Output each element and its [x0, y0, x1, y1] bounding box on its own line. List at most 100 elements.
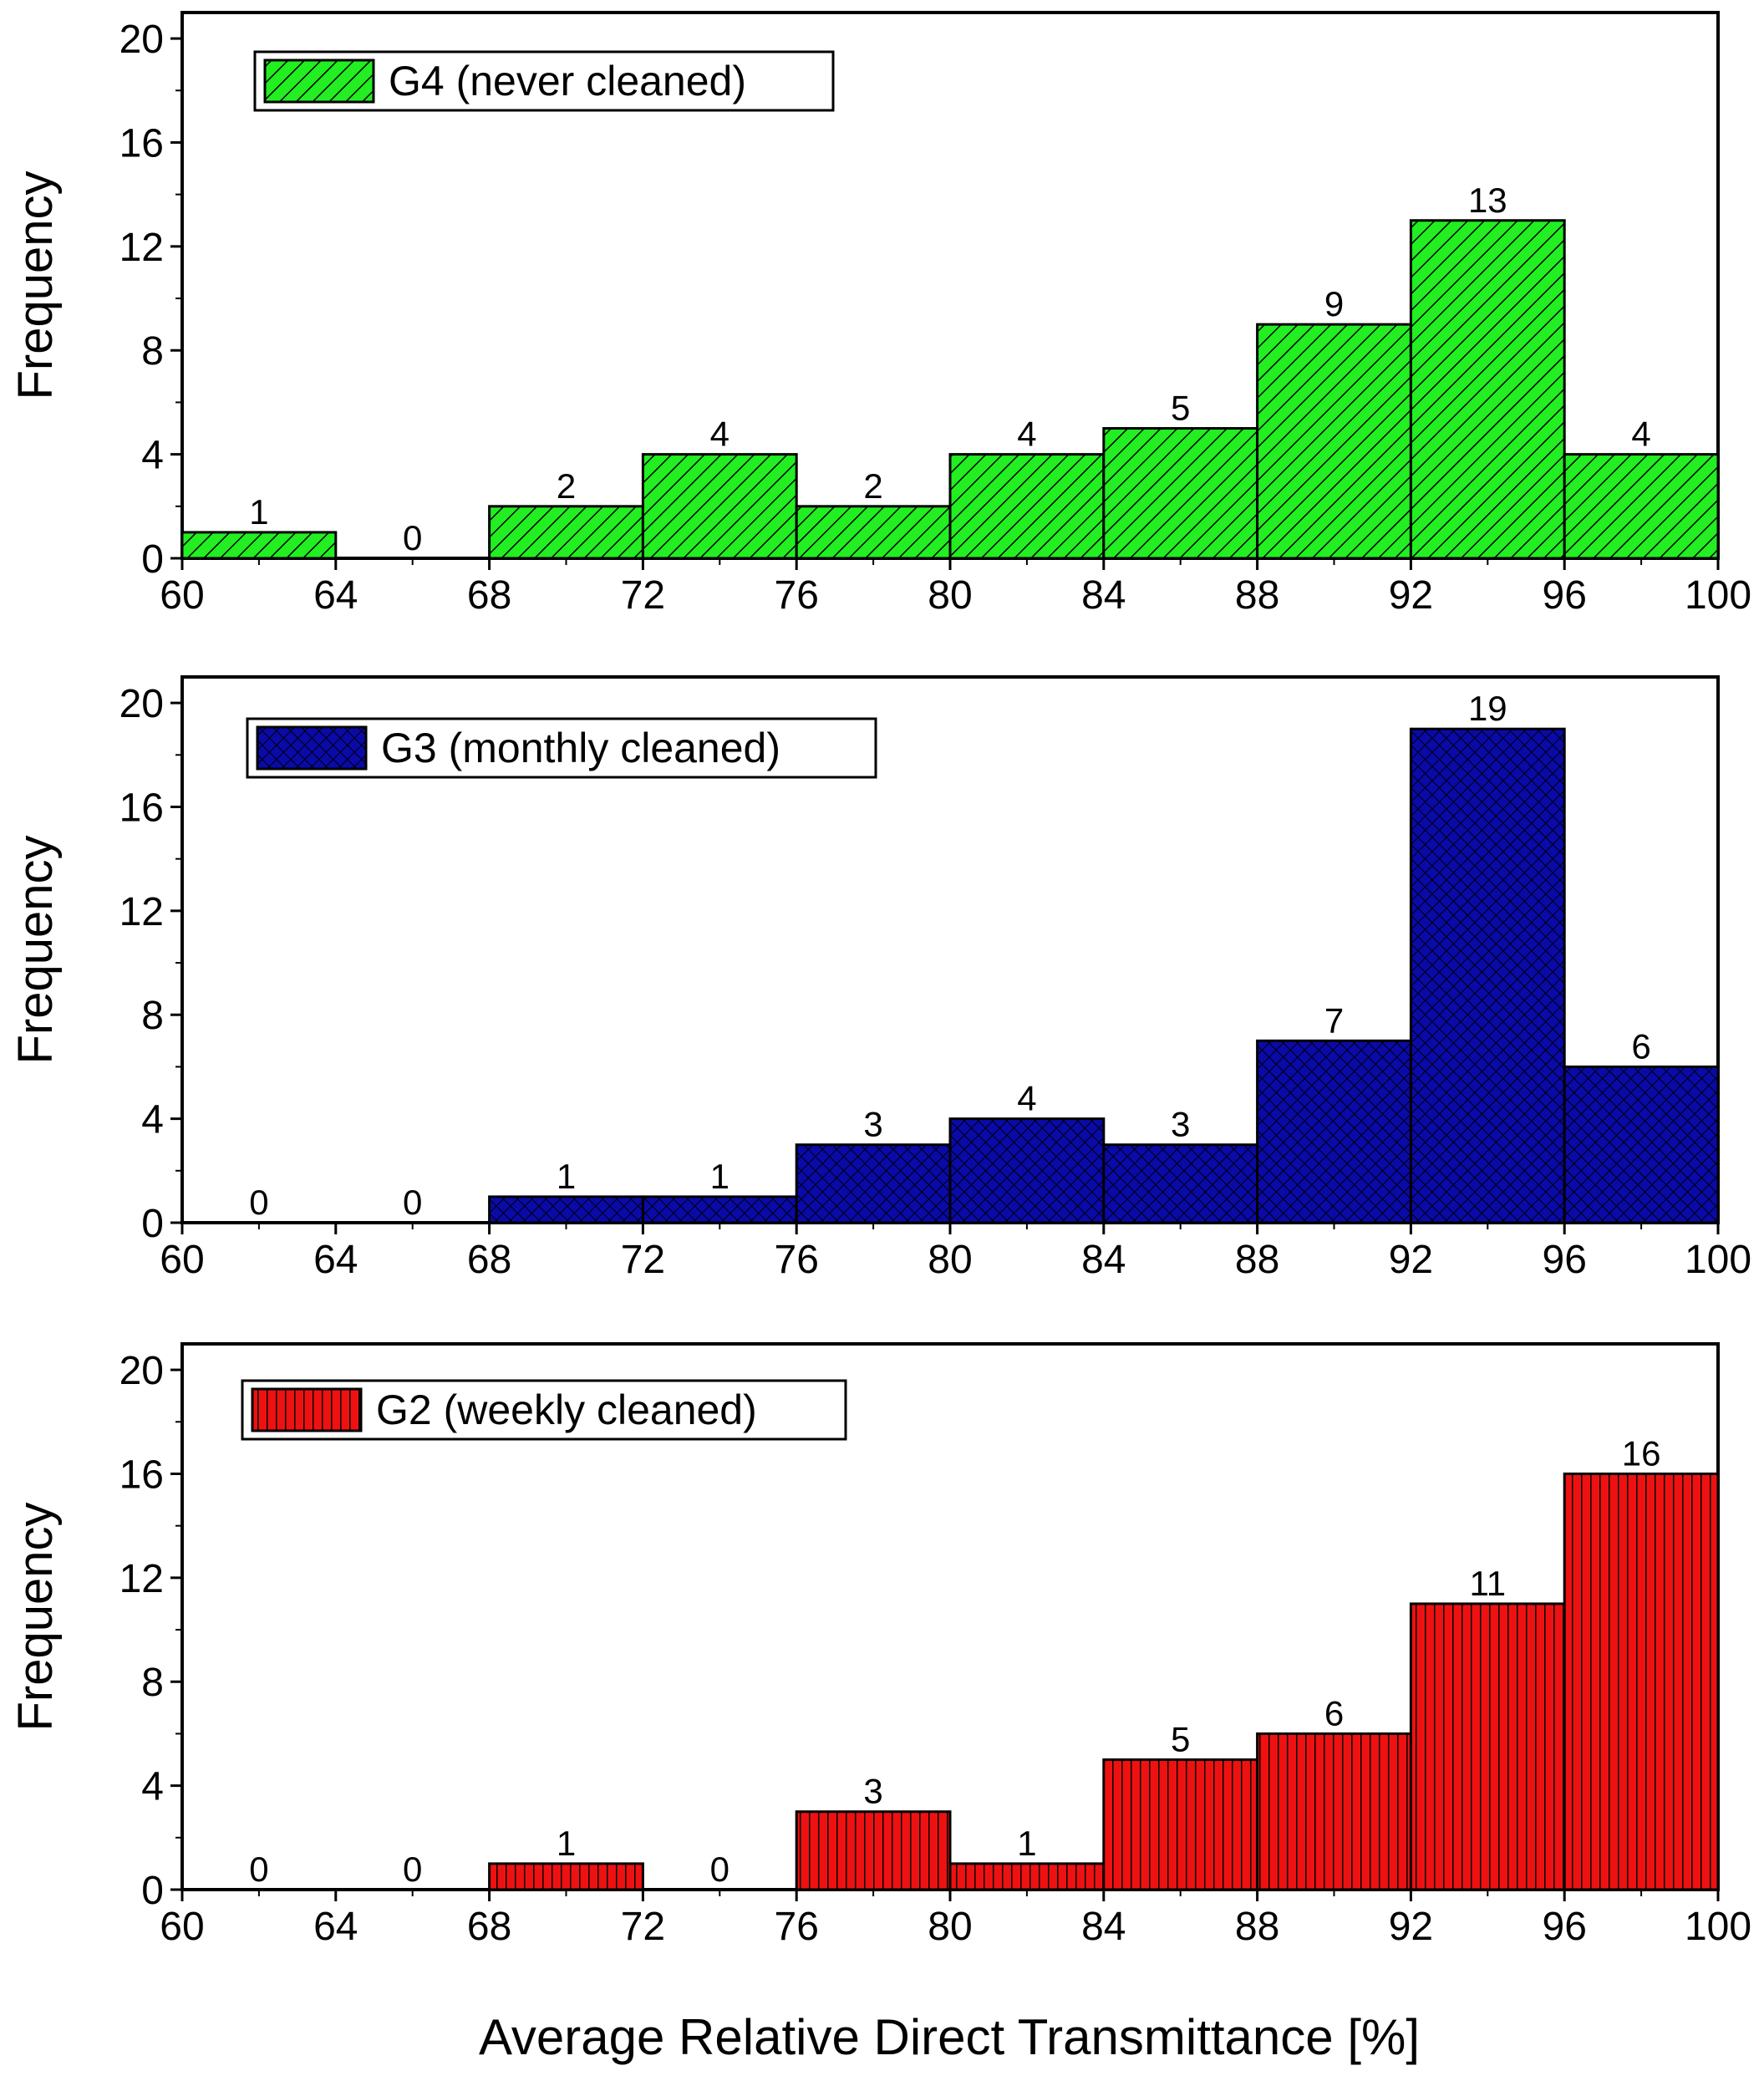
histogram-panel-g3: 0 0 1 1 3 4 3 7 19 6 60 64 68 72 76 80 84 88 92 96 100 0 4 8 12 1…	[8, 675, 1751, 1282]
x-tick-label: 92	[1389, 573, 1433, 618]
bar-68-72	[488, 1862, 644, 1891]
x-tick-label: 72	[621, 1238, 665, 1282]
x-tick-label: 80	[928, 1905, 972, 1949]
bar-76-80	[795, 1143, 952, 1224]
bar-60-64	[180, 531, 338, 560]
y-tick-label: 16	[119, 121, 164, 165]
legend-swatch	[256, 725, 368, 771]
bar-value-label: 6	[1324, 1693, 1344, 1732]
x-tick-label: 84	[1081, 1238, 1126, 1282]
legend-swatch	[263, 59, 375, 104]
bar-80-84	[948, 1862, 1106, 1891]
x-tick-label: 96	[1543, 573, 1587, 618]
x-tick-label: 60	[160, 573, 204, 618]
y-tick-label: 4	[141, 434, 164, 478]
x-tick-label: 60	[160, 1905, 204, 1949]
x-tick-label: 100	[1685, 1905, 1751, 1949]
y-tick-label: 8	[141, 1661, 164, 1705]
bar-value-label: 0	[403, 518, 422, 557]
bar-value-label: 5	[1171, 1720, 1190, 1759]
bar-value-label: 0	[710, 1849, 729, 1889]
bar-value-label: 11	[1469, 1564, 1506, 1603]
bar-84-88	[1102, 427, 1259, 560]
bar-value-label: 9	[1324, 284, 1344, 323]
x-tick-label: 68	[467, 573, 511, 618]
x-tick-label: 92	[1389, 1238, 1433, 1282]
bar-value-label: 7	[1324, 1000, 1344, 1040]
bar-80-84	[948, 1117, 1106, 1224]
bar-value-label: 3	[1171, 1105, 1190, 1144]
bar-76-80	[795, 1810, 952, 1891]
y-tick-label: 20	[119, 1349, 164, 1393]
bar-value-label: 19	[1468, 689, 1507, 728]
x-tick-label: 72	[621, 573, 665, 618]
bar-value-label: 1	[710, 1157, 729, 1196]
bar-value-label: 16	[1622, 1433, 1661, 1473]
x-tick-label: 72	[621, 1905, 665, 1949]
bar-value-label: 3	[863, 1772, 882, 1811]
bar-value-label: 1	[557, 1157, 576, 1196]
x-tick-label: 80	[928, 573, 972, 618]
bar-96-100	[1563, 1472, 1720, 1891]
y-tick-label: 12	[119, 890, 164, 934]
bar-92-96	[1409, 1602, 1566, 1891]
x-tick-label: 100	[1685, 573, 1751, 618]
bar-value-label: 0	[403, 1183, 422, 1222]
bar-76-80	[795, 505, 952, 560]
y-tick-label: 16	[119, 1453, 164, 1497]
x-tick-label: 88	[1235, 1905, 1279, 1949]
y-tick-label: 12	[119, 226, 164, 270]
bar-80-84	[948, 453, 1106, 560]
x-tick-label: 96	[1543, 1238, 1587, 1282]
legend-label: G4 (never cleaned)	[389, 58, 746, 104]
x-tick-label: 64	[313, 1238, 358, 1282]
x-tick-label: 92	[1389, 1905, 1433, 1949]
x-tick-label: 88	[1235, 1238, 1279, 1282]
bar-value-label: 2	[557, 466, 576, 506]
legend-label: G3 (monthly cleaned)	[381, 725, 780, 771]
bar-value-label: 4	[1631, 415, 1650, 454]
x-axis-label: Average Relative Direct Transmittance [%…	[479, 2009, 1420, 2065]
bar-96-100	[1563, 453, 1720, 560]
bar-value-label: 1	[1017, 1824, 1036, 1863]
y-tick-label: 16	[119, 786, 164, 830]
legend-swatch	[251, 1387, 363, 1432]
histogram-panel-g4: 1 0 2 4 2 4 5 9 13 4 60 64 68 72 76 80 84 88 92 96 100 0 4 8 12 1…	[8, 11, 1751, 618]
x-tick-label: 64	[313, 1905, 358, 1949]
bar-value-label: 2	[863, 466, 882, 506]
bar-value-label: 4	[1017, 415, 1036, 454]
x-tick-label: 84	[1081, 1905, 1126, 1949]
y-tick-label: 8	[141, 994, 164, 1038]
bar-value-label: 4	[1017, 1079, 1036, 1118]
bar-88-92	[1256, 1732, 1412, 1891]
y-tick-label: 12	[119, 1557, 164, 1601]
bar-68-72	[488, 1195, 644, 1224]
bar-value-label: 0	[249, 1183, 268, 1222]
y-tick-label: 0	[141, 537, 164, 582]
y-axis-label: Frequency	[8, 835, 63, 1064]
x-tick-label: 80	[928, 1238, 972, 1282]
bar-value-label: 0	[403, 1849, 422, 1889]
bar-value-label: 4	[710, 415, 729, 454]
bar-68-72	[488, 505, 644, 560]
bar-72-76	[641, 1195, 798, 1224]
bar-84-88	[1102, 1143, 1259, 1224]
bar-72-76	[641, 453, 798, 560]
bar-value-label: 1	[557, 1824, 576, 1863]
bar-92-96	[1409, 727, 1566, 1224]
bar-84-88	[1102, 1758, 1259, 1891]
bar-value-label: 1	[249, 492, 268, 532]
bar-92-96	[1409, 219, 1566, 560]
y-tick-label: 20	[119, 18, 164, 62]
x-tick-label: 76	[775, 1238, 819, 1282]
x-tick-label: 96	[1543, 1905, 1587, 1949]
bar-96-100	[1563, 1065, 1720, 1224]
bar-value-label: 3	[863, 1105, 882, 1144]
y-tick-label: 4	[141, 1765, 164, 1809]
x-tick-label: 76	[775, 573, 819, 618]
x-tick-label: 84	[1081, 573, 1126, 618]
y-tick-label: 4	[141, 1098, 164, 1142]
bar-value-label: 13	[1468, 181, 1507, 220]
y-tick-label: 0	[141, 1202, 164, 1246]
y-axis-label: Frequency	[8, 170, 63, 399]
